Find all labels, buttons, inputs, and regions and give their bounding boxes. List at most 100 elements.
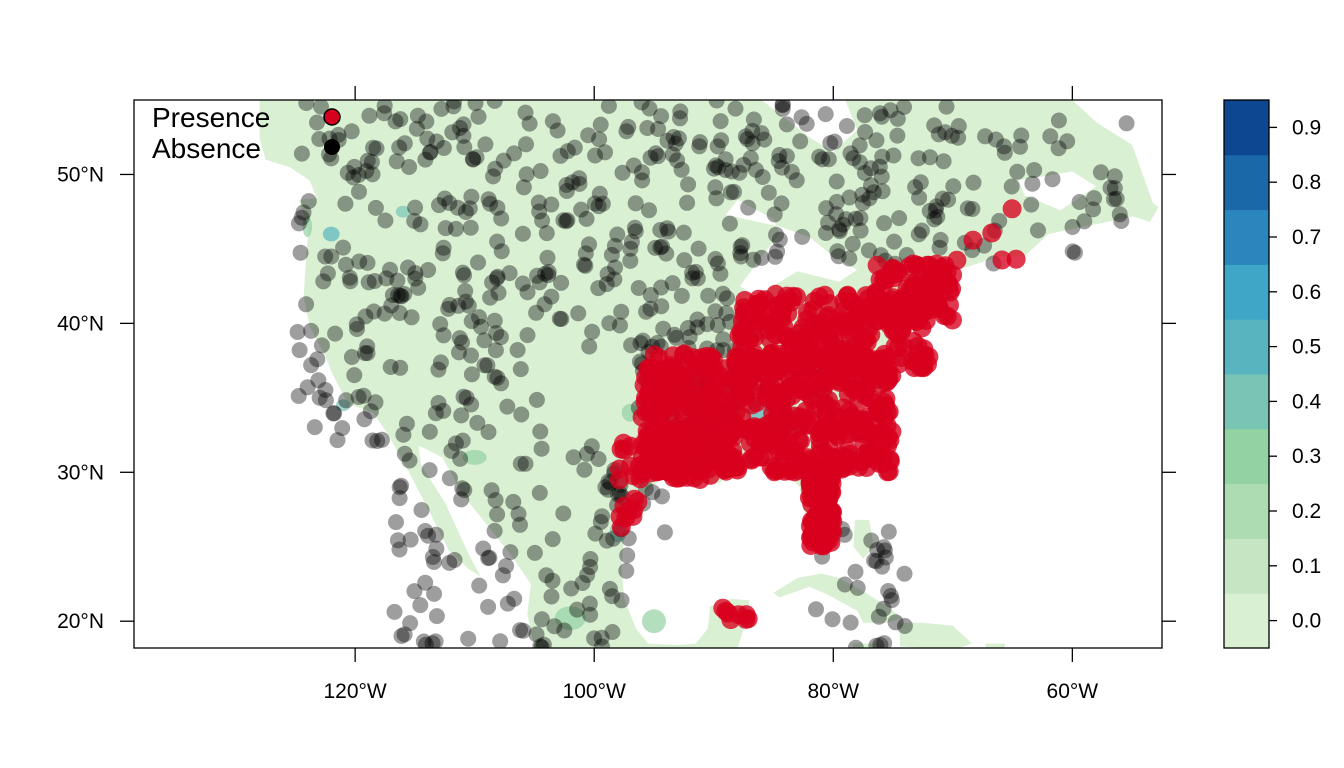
colorbar-label: 0.6 — [1292, 281, 1321, 304]
absence-point — [896, 565, 913, 582]
absence-point — [869, 542, 886, 558]
absence-point — [298, 100, 315, 111]
absence-point — [1024, 175, 1041, 192]
absence-point — [564, 174, 581, 191]
presence-point — [722, 369, 742, 389]
absence-point — [581, 236, 597, 253]
absence-point — [744, 122, 761, 139]
absence-point — [451, 344, 467, 361]
absence-point — [604, 624, 621, 640]
y-tick-label: 30°N — [57, 461, 104, 484]
presence-point — [932, 258, 952, 278]
absence-point — [408, 120, 425, 137]
absence-point — [937, 124, 954, 141]
absence-point — [742, 150, 759, 166]
absence-point — [433, 100, 450, 117]
colorbar-label: 0.5 — [1292, 336, 1321, 359]
absence-point — [376, 105, 393, 122]
absence-point — [493, 243, 510, 260]
absence-point — [672, 110, 688, 127]
absence-point — [831, 223, 848, 240]
absence-point — [455, 388, 472, 405]
absence-point — [655, 320, 672, 337]
absence-point — [715, 285, 731, 302]
y-tick-label: 20°N — [57, 610, 104, 633]
absence-point — [424, 549, 441, 565]
absence-point — [447, 220, 464, 237]
presence-point — [902, 304, 922, 324]
absence-point — [910, 150, 927, 167]
presence-point — [693, 403, 713, 423]
absence-point — [490, 284, 507, 301]
absence-point — [830, 248, 847, 265]
absence-point — [367, 199, 384, 216]
absence-point — [489, 268, 506, 285]
absence-point — [828, 193, 845, 210]
absence-point — [1013, 127, 1030, 144]
absence-point — [364, 432, 381, 449]
absence-point — [323, 150, 340, 167]
hispaniola-land — [899, 622, 972, 648]
absence-point — [384, 287, 401, 303]
absence-point — [874, 148, 891, 165]
absence-point — [594, 508, 610, 525]
absence-point — [306, 419, 323, 436]
absence-point — [1085, 201, 1102, 218]
absence-point — [793, 109, 810, 126]
absence-point — [620, 118, 637, 135]
absence-point — [877, 549, 894, 566]
absence-point — [691, 138, 708, 155]
absence-point — [349, 321, 365, 337]
absence-point — [632, 335, 649, 352]
absence-point — [733, 248, 749, 265]
absence-point — [325, 405, 342, 422]
absence-point — [317, 392, 334, 409]
absence-point — [365, 303, 382, 320]
absence-point — [943, 127, 960, 144]
presence-point — [914, 339, 934, 359]
absence-point — [427, 633, 444, 648]
absence-point — [420, 527, 437, 544]
absence-point — [530, 194, 547, 211]
absence-point — [808, 601, 824, 618]
absence-point — [546, 618, 563, 635]
absence-point — [539, 249, 556, 266]
absence-point — [457, 204, 474, 220]
absence-point — [707, 303, 724, 320]
absence-point — [362, 403, 379, 420]
absence-point — [618, 123, 635, 140]
absence-point — [346, 158, 363, 175]
absence-point — [359, 338, 376, 355]
absence-point — [392, 111, 409, 128]
absence-point — [552, 147, 569, 164]
absence-point — [323, 248, 340, 265]
absence-point — [841, 189, 858, 206]
absence-point — [480, 191, 497, 208]
absence-point — [707, 179, 724, 196]
absence-point — [681, 329, 698, 345]
absence-point — [656, 524, 673, 541]
absence-point — [346, 367, 363, 384]
absence-point — [586, 195, 603, 212]
presence-point — [947, 250, 967, 270]
absence-point — [659, 220, 676, 237]
absence-point — [455, 116, 472, 133]
absence-point — [428, 133, 445, 150]
absence-point — [811, 148, 828, 165]
absence-point — [293, 145, 310, 162]
absence-point — [868, 132, 885, 149]
absence-point — [845, 150, 862, 167]
absence-point — [289, 324, 306, 340]
absence-point — [531, 484, 548, 501]
absence-point — [395, 426, 412, 443]
absence-point — [533, 611, 550, 628]
absence-point — [598, 532, 615, 549]
colorbar-swatch — [1224, 538, 1269, 594]
absence-point — [396, 626, 413, 643]
absence-point — [505, 493, 522, 510]
absence-point — [450, 297, 467, 314]
absence-point — [487, 492, 504, 509]
absence-point — [826, 133, 843, 150]
presence-point — [772, 428, 792, 448]
absence-point — [292, 244, 309, 261]
